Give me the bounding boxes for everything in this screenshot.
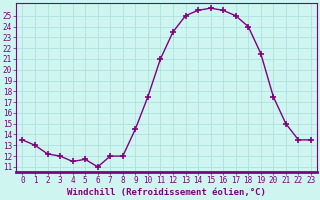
X-axis label: Windchill (Refroidissement éolien,°C): Windchill (Refroidissement éolien,°C) [67, 188, 266, 197]
